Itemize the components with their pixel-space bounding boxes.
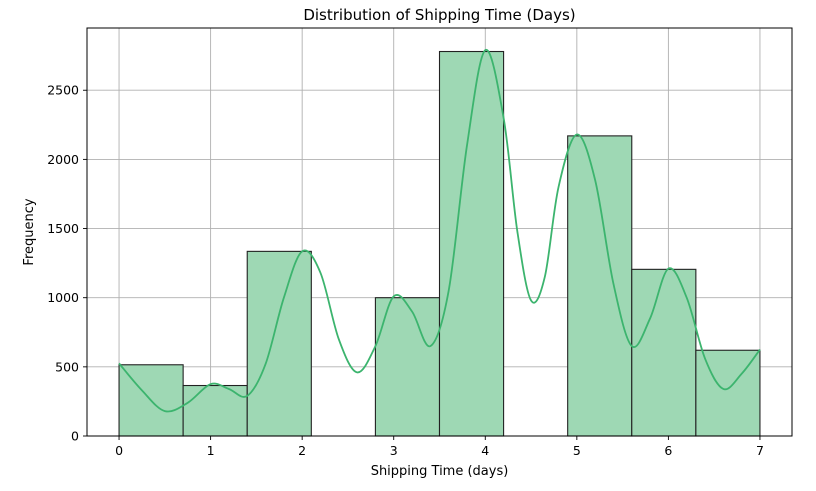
y-axis-label: Frequency	[22, 198, 37, 265]
y-tick-label: 2000	[47, 152, 79, 167]
y-tick-label: 1000	[47, 290, 79, 305]
x-tick-label: 4	[481, 443, 489, 458]
x-tick-label: 0	[115, 443, 123, 458]
x-axis-label: Shipping Time (days)	[371, 464, 509, 479]
y-tick-label: 1500	[47, 221, 79, 236]
x-tick-label: 7	[756, 443, 764, 458]
histogram-bar	[246, 250, 312, 437]
histogram-bars	[118, 50, 761, 437]
x-tick-label: 5	[573, 443, 581, 458]
kde-curve	[118, 49, 761, 413]
x-tick-label: 2	[298, 443, 306, 458]
chart-title: Distribution of Shipping Time (Days)	[303, 6, 575, 24]
y-tick-label: 0	[71, 429, 79, 444]
x-tick-label: 6	[664, 443, 672, 458]
y-tick-label: 2500	[47, 83, 79, 98]
plot-frame	[86, 27, 793, 437]
histogram-bar	[182, 384, 248, 437]
histogram-bar	[567, 135, 633, 437]
y-tick-label: 500	[55, 359, 79, 374]
axis-ticks: 0 1 2 3 4 5 6 7 0 500 1000 1500 2000 2500	[47, 83, 764, 458]
x-tick-label: 1	[207, 443, 215, 458]
x-tick-label: 3	[390, 443, 398, 458]
